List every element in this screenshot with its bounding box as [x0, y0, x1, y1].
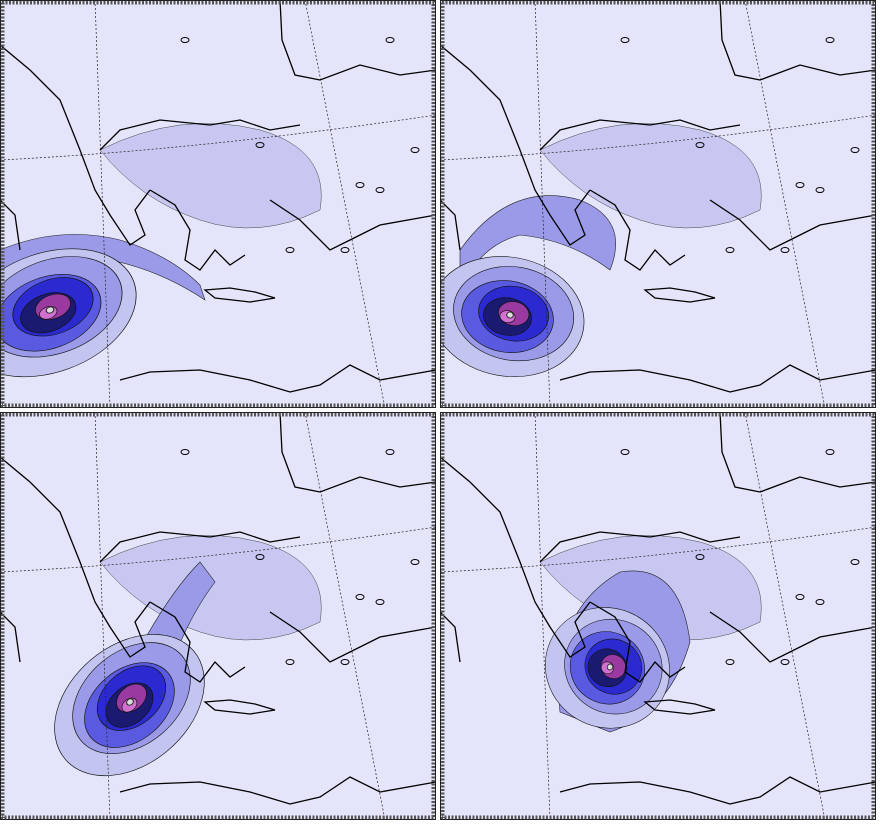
graticule-line [440, 114, 876, 161]
storm-eye [45, 306, 55, 314]
island-outline [385, 37, 395, 43]
coastline [203, 287, 276, 303]
island-outline [795, 594, 805, 600]
panel-bottom-left [0, 412, 436, 820]
map-frame [0, 0, 436, 408]
map-border [440, 0, 876, 408]
map-border [0, 412, 436, 820]
island-outline [255, 554, 265, 560]
storm-contours [0, 248, 137, 378]
island-outline [355, 594, 365, 600]
coastline [559, 364, 876, 393]
graticule-line [744, 0, 826, 408]
coastline [119, 364, 436, 393]
coastline [589, 601, 686, 683]
panel-bottom-right [440, 412, 876, 820]
island-outline [410, 559, 420, 565]
map-frame [0, 412, 436, 820]
graticule-line [744, 412, 826, 820]
graticule-line [534, 0, 551, 408]
graticule-line [304, 412, 386, 820]
island-outline [375, 187, 385, 193]
island-outline [375, 599, 385, 605]
coastline [0, 199, 21, 251]
coastline [149, 601, 246, 683]
graticule-line [0, 526, 436, 573]
island-outline [780, 247, 790, 253]
coastline [440, 611, 461, 663]
coastline [440, 456, 591, 658]
island-outline [825, 37, 835, 43]
coastline [539, 531, 741, 563]
coastline [0, 611, 21, 663]
island-outline [815, 187, 825, 193]
island-outline [850, 559, 860, 565]
coastline [709, 199, 876, 251]
graticule-line [534, 412, 551, 820]
contour-fill-light [99, 123, 322, 229]
coastline [719, 412, 876, 493]
island-outline [255, 142, 265, 148]
coastline [119, 776, 436, 805]
storm-contours [440, 256, 585, 377]
coastline [99, 531, 301, 563]
island-outline [285, 659, 295, 665]
island-outline [180, 37, 190, 43]
contour-fill-band [459, 195, 616, 291]
island-outline [815, 599, 825, 605]
coastline [440, 199, 461, 251]
storm-eye [606, 663, 614, 671]
coastline [0, 44, 151, 246]
island-outline [620, 37, 630, 43]
graticule-line [440, 526, 876, 573]
island-outline [620, 449, 630, 455]
storm-eye [506, 311, 514, 319]
coastline [149, 189, 246, 271]
island-outline [340, 247, 350, 253]
panel-top-left [0, 0, 436, 408]
island-outline [780, 659, 790, 665]
coastline [440, 44, 591, 246]
coastline [719, 0, 876, 81]
island-outline [725, 247, 735, 253]
coastline [279, 412, 436, 493]
island-outline [355, 182, 365, 188]
island-outline [285, 247, 295, 253]
map-border [0, 0, 436, 408]
storm-contours [54, 634, 205, 777]
storm-eye [126, 698, 134, 706]
coastline [589, 189, 686, 271]
graticule-line [304, 0, 386, 408]
island-outline [725, 659, 735, 665]
coastline [559, 776, 876, 805]
island-outline [410, 147, 420, 153]
island-outline [385, 449, 395, 455]
map-frame [440, 0, 876, 408]
coastline [269, 199, 436, 251]
map-border [440, 412, 876, 820]
coastline [203, 699, 276, 715]
island-outline [695, 142, 705, 148]
coastline [269, 611, 436, 663]
coastline [279, 0, 436, 81]
panel-top-right [440, 0, 876, 408]
coastline [99, 119, 301, 151]
coastline [709, 611, 876, 663]
contour-fill-light [539, 123, 762, 229]
island-outline [695, 554, 705, 560]
coastline [539, 119, 741, 151]
coastline [0, 456, 151, 658]
map-frame [440, 412, 876, 820]
coastline [643, 699, 716, 715]
island-outline [850, 147, 860, 153]
graticule-line [94, 0, 111, 408]
coastline [643, 287, 716, 303]
island-outline [795, 182, 805, 188]
island-outline [180, 449, 190, 455]
island-outline [340, 659, 350, 665]
island-outline [825, 449, 835, 455]
graticule-line [94, 412, 111, 820]
graticule-line [0, 114, 436, 161]
